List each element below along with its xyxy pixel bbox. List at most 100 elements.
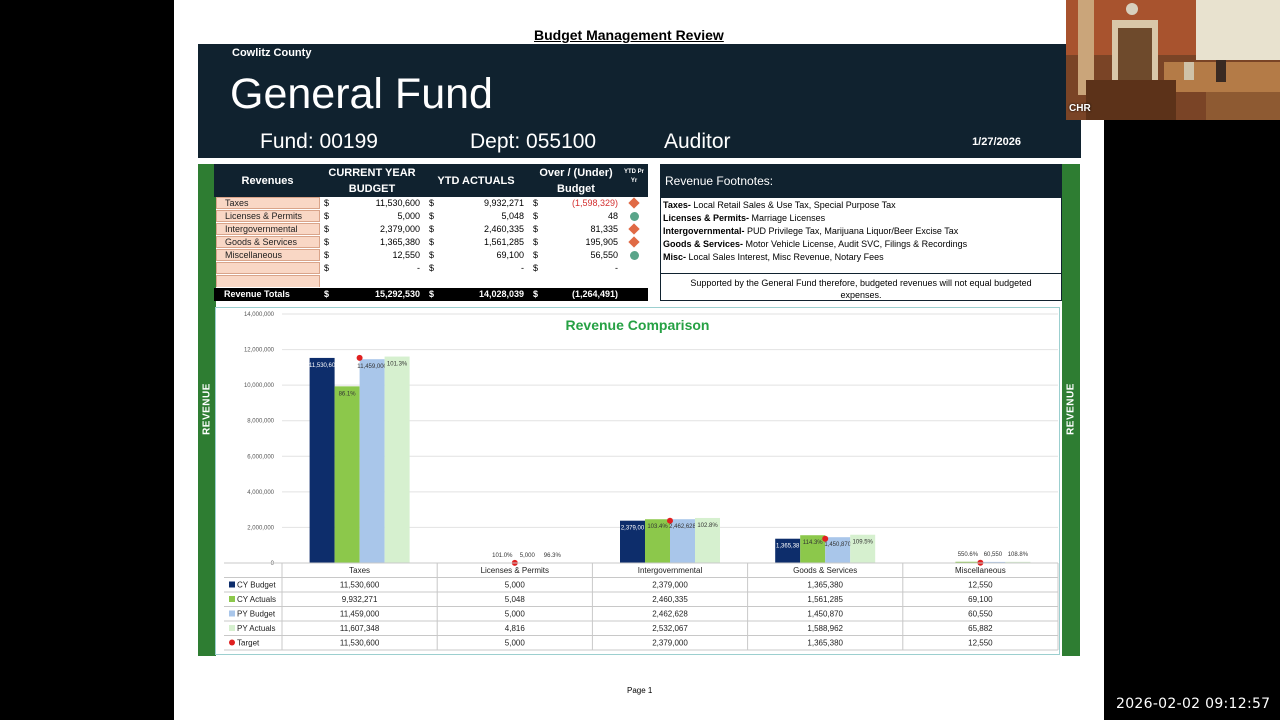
side-label-right: REVENUE xyxy=(1065,383,1077,435)
target-marker xyxy=(356,354,363,361)
table-value: 2,532,067 xyxy=(652,624,688,633)
fund-name: General Fund xyxy=(230,70,493,118)
revenue-footnotes: Revenue Footnotes: Taxes- Local Retail S… xyxy=(660,164,1062,301)
category-label: Intergovernmental xyxy=(638,566,703,575)
footnotes-divider xyxy=(661,273,1061,274)
budget-currency: $ xyxy=(324,211,330,221)
fund-banner: Cowlitz County General Fund Fund: 00199 … xyxy=(198,44,1081,158)
bar-data-label: 1,365,38 xyxy=(776,544,800,550)
ytd-currency: $ xyxy=(429,263,435,273)
revenue-over-under-value: (1,598,329) xyxy=(571,198,618,208)
footnote-key: Intergovernmental- xyxy=(663,226,745,236)
bar-data-label: 2,462,628 xyxy=(669,524,696,530)
footnote-text: Marriage Licenses xyxy=(749,213,826,223)
over-currency: $ xyxy=(533,263,539,273)
table-value: 9,932,271 xyxy=(342,595,378,604)
revenue-row-label: Miscellaneous xyxy=(216,249,320,261)
table-value: 60,550 xyxy=(968,610,993,619)
table-value: 1,450,870 xyxy=(807,610,843,619)
revenue-budget-value: 1,365,380 xyxy=(379,237,420,247)
table-value: 1,365,380 xyxy=(807,581,843,590)
totals-ytd: 14,028,039 xyxy=(478,289,524,299)
totals-label: Revenue Totals xyxy=(224,289,290,299)
header-revenues: Revenues xyxy=(241,175,294,187)
bar-data-label: 114.3% xyxy=(803,540,824,546)
revenue-ytd-value: 69,100 xyxy=(496,250,524,260)
over-currency: $ xyxy=(533,237,539,247)
document-title: Budget Management Review xyxy=(534,27,724,43)
webcam-video-feed: CHR xyxy=(1066,0,1280,120)
side-label-left: REVENUE xyxy=(201,383,213,435)
category-label: Goods & Services xyxy=(793,566,857,575)
revenue-table-body: Taxes $11,530,600 $9,932,271 $ (1,598,329) Li… xyxy=(214,197,648,288)
header-budget-line1: CURRENT YEAR xyxy=(328,167,416,179)
chart-bar xyxy=(645,519,670,563)
table-value: 11,530,600 xyxy=(340,639,380,648)
bar-data-label: 109.5% xyxy=(853,540,874,546)
revenue-table-header: Revenues CURRENT YEAR BUDGET YTD ACTUALS… xyxy=(214,164,648,197)
revenue-budget-value: 11,530,600 xyxy=(375,198,420,208)
table-value: 4,816 xyxy=(505,624,526,633)
revenue-row-label: Goods & Services xyxy=(216,236,320,248)
chart-bar xyxy=(359,359,385,563)
table-value: 2,379,000 xyxy=(652,581,688,590)
budget-currency: $ xyxy=(324,263,330,273)
chart-bar xyxy=(800,535,826,563)
header-ytd-py-line1: YTD Pr xyxy=(623,169,644,175)
y-tick-label: 2,000,000 xyxy=(247,525,274,531)
footnote-key: Misc- xyxy=(663,252,687,262)
table-value: 5,048 xyxy=(505,595,526,604)
table-value: 1,561,285 xyxy=(807,595,843,604)
chart-title: Revenue Comparison xyxy=(565,317,710,333)
report-date: 1/27/2026 xyxy=(972,136,1021,148)
revenue-budget-value: 5,000 xyxy=(397,211,420,221)
table-value: 2,379,000 xyxy=(652,639,688,648)
table-value: 12,550 xyxy=(968,639,993,648)
revenue-budget-value: 12,550 xyxy=(392,250,420,260)
revenue-ytd-value: 2,460,335 xyxy=(483,224,524,234)
page-number: Page 1 xyxy=(627,686,653,695)
totals-over: (1,264,491) xyxy=(571,289,618,299)
category-label: Taxes xyxy=(349,566,370,575)
revenue-totals-row: Revenue Totals $ 15,292,530 $ 14,028,039… xyxy=(214,288,648,301)
category-label: Miscellaneous xyxy=(955,566,1006,575)
legend-key xyxy=(229,610,235,617)
revenue-row: Taxes $11,530,600 $9,932,271 $ (1,598,329) xyxy=(214,197,648,210)
footnote-key: Licenses & Permits- xyxy=(663,213,750,223)
fund-number: Fund: 00199 xyxy=(260,130,378,153)
y-tick-label: 4,000,000 xyxy=(247,490,274,496)
over-currency: $ xyxy=(533,224,539,234)
revenue-budget-value: - xyxy=(417,263,420,273)
y-tick-label: 12,000,000 xyxy=(244,348,275,354)
revenue-row: Miscellaneous $12,550 $69,100 $56,550 xyxy=(214,249,648,262)
revenue-row-label: Taxes xyxy=(216,197,320,209)
chart-svg: 0 2,000,000 4,000,000 6,000,000 8,000,000 10,… xyxy=(224,312,1059,651)
footnotes-heading: Revenue Footnotes: xyxy=(661,165,1061,198)
table-value: 12,550 xyxy=(968,581,993,590)
revenue-row: $ - $ - $ - xyxy=(214,262,648,275)
revenue-row-label xyxy=(216,275,320,287)
legend-series-name: CY Actuals xyxy=(237,595,276,604)
revenue-over-under-value: 81,335 xyxy=(590,224,618,234)
legend-series-name: CY Budget xyxy=(237,581,276,590)
left-side-bar: REVENUE xyxy=(198,164,216,656)
chart-bar xyxy=(670,519,695,563)
department-name: Auditor xyxy=(664,130,731,153)
chart-bar xyxy=(309,357,335,563)
footnote-key: Taxes- xyxy=(663,200,691,210)
footnote-text: Motor Vehicle License, Audit SVC, Filing… xyxy=(743,239,968,249)
table-value: 5,000 xyxy=(505,639,526,648)
revenue-ytd-value: - xyxy=(521,263,524,273)
totals-budget: 15,292,530 xyxy=(374,289,420,299)
table-value: 11,459,000 xyxy=(340,610,380,619)
legend-key xyxy=(229,625,235,631)
chart-bar xyxy=(825,537,851,563)
revenue-ytd-value: 1,561,285 xyxy=(483,237,524,247)
header-ytd: YTD ACTUALS xyxy=(437,175,515,187)
footnote-item: Licenses & Permits- Marriage Licenses xyxy=(661,212,1061,225)
y-tick-label: 0 xyxy=(271,561,275,567)
video-label: CHR xyxy=(1069,103,1091,114)
ytd-currency: $ xyxy=(429,250,435,260)
chart-bar xyxy=(384,356,410,563)
totals-over-currency: $ xyxy=(533,289,539,299)
